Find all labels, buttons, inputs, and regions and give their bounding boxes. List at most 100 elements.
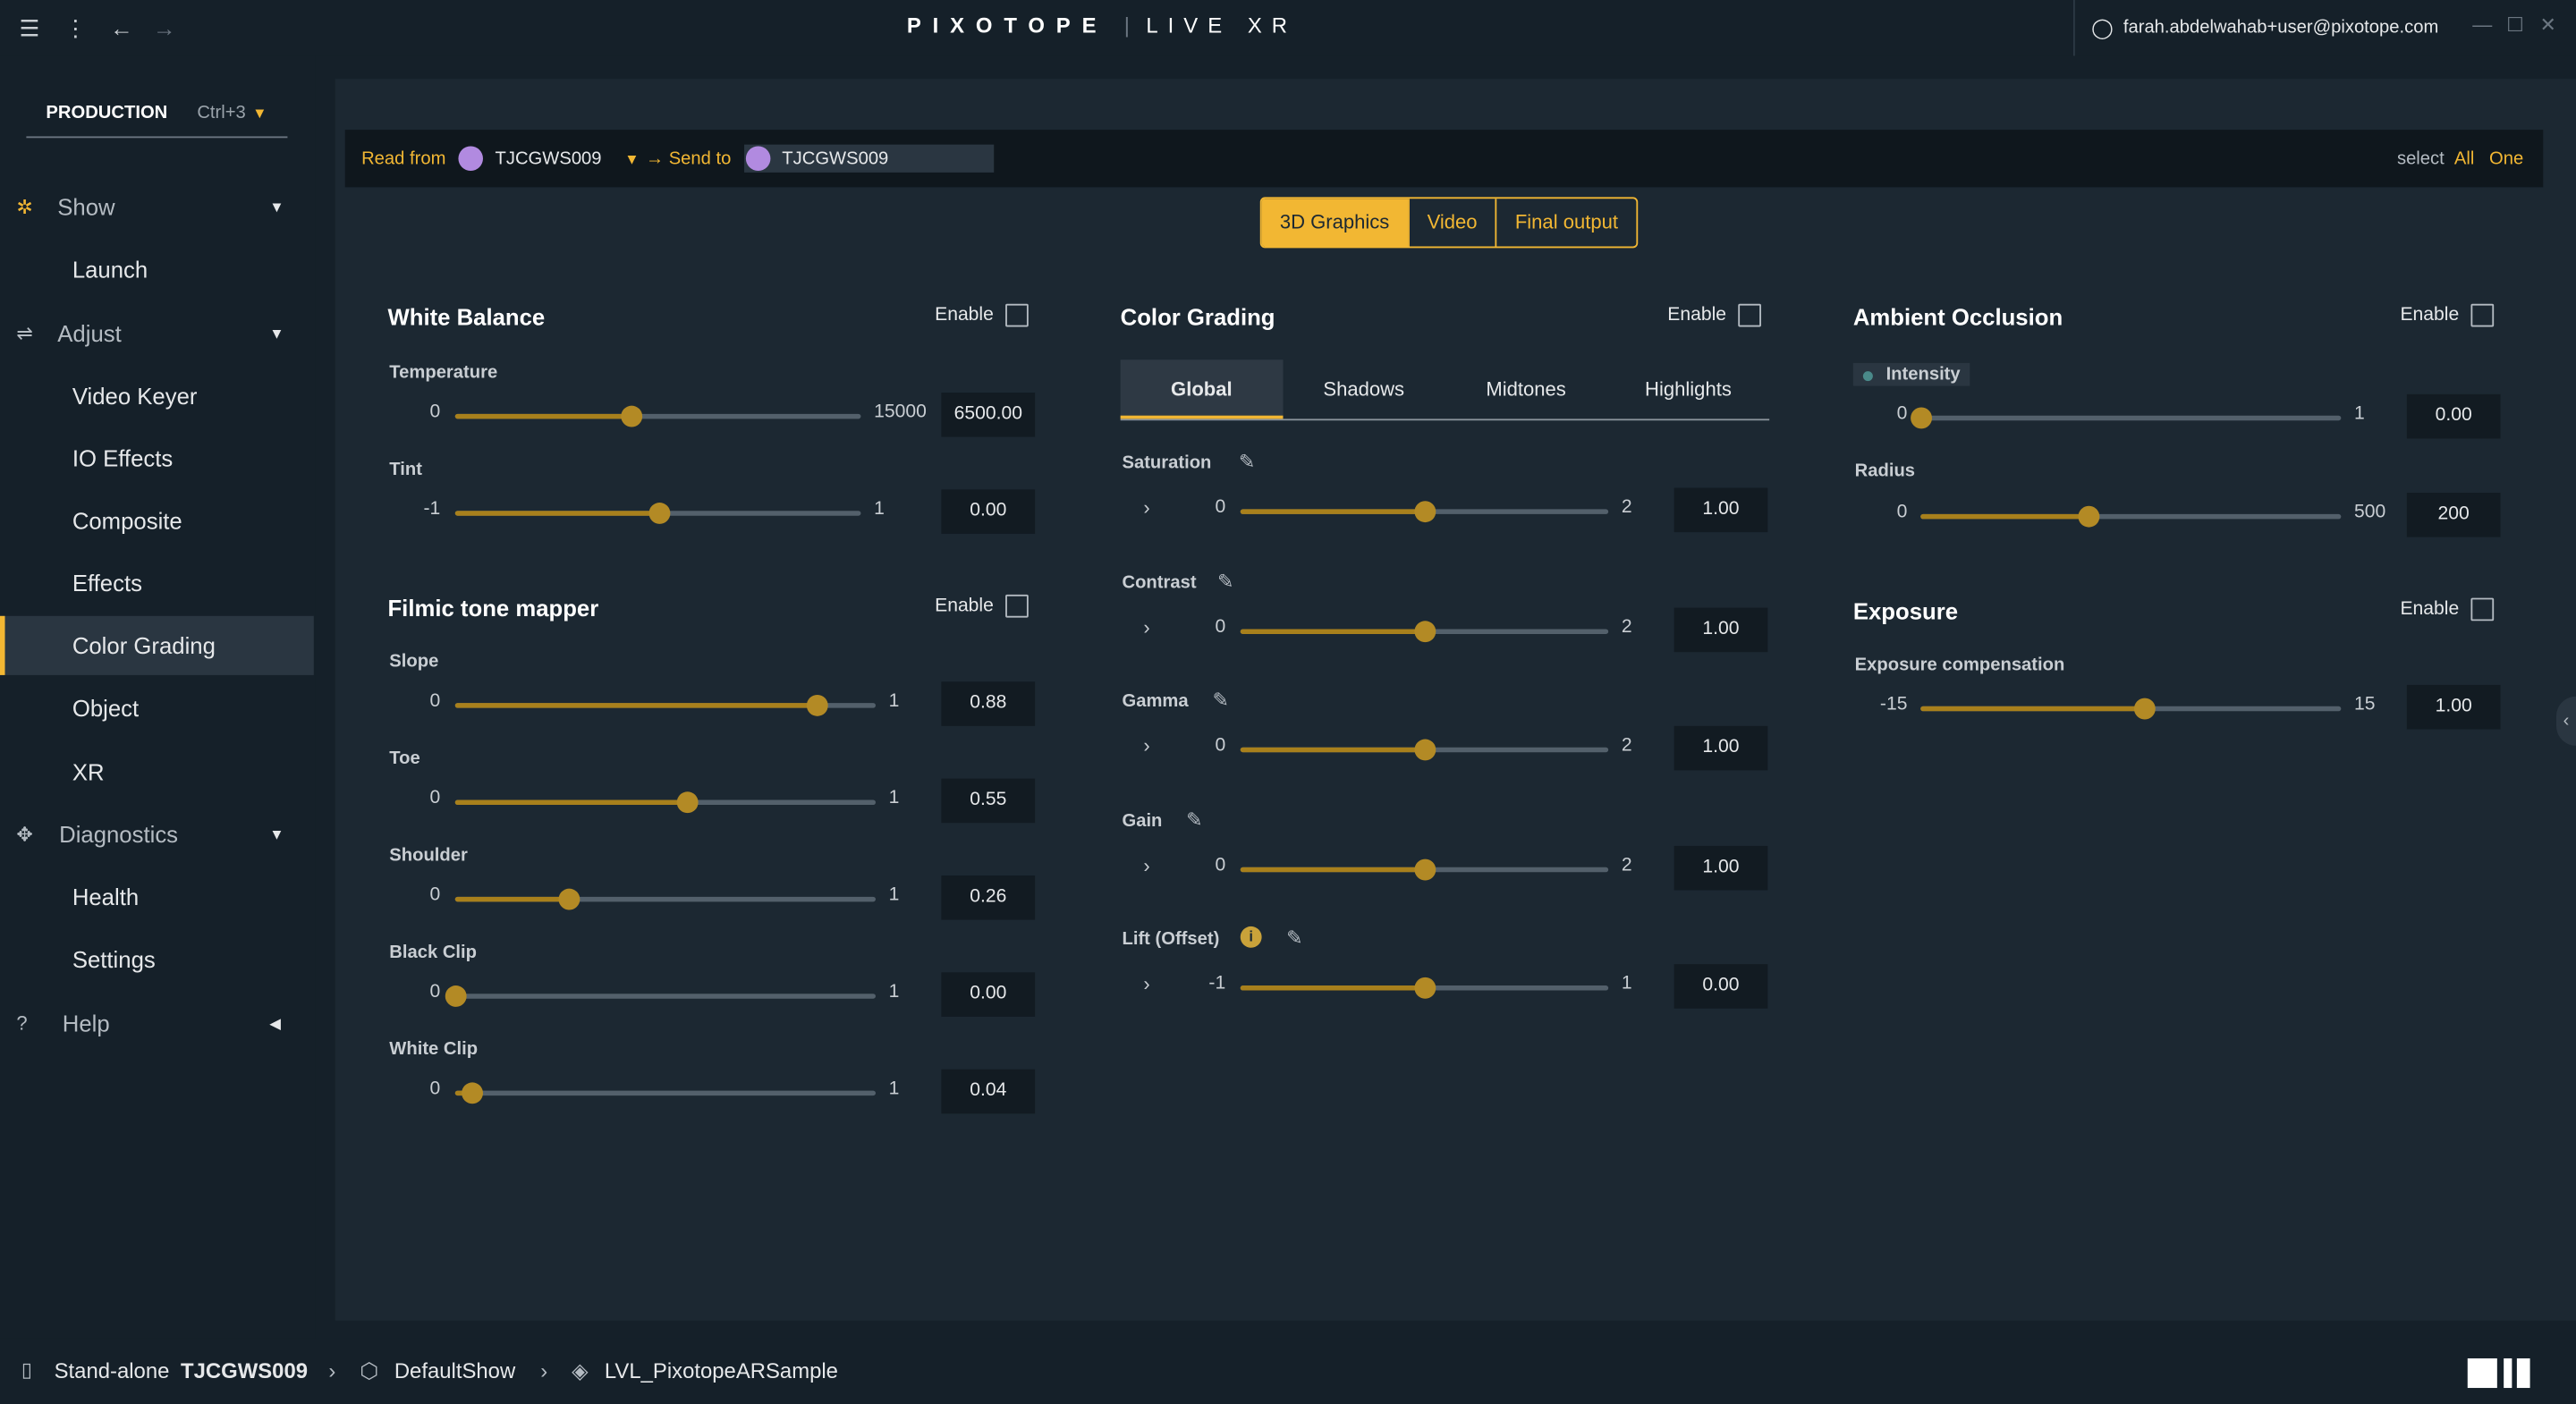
tab-3d-graphics[interactable]: 3D Graphics	[1261, 199, 1408, 247]
sidebar-section-adjust[interactable]: ⇌ Adjust ▼	[0, 304, 314, 363]
eyedropper-icon[interactable]: ✎	[1212, 688, 1229, 712]
sidebar-section-diagnostics[interactable]: ✥ Diagnostics ▼	[0, 805, 314, 864]
sidebar-item-video-keyer[interactable]: Video Keyer	[0, 367, 314, 426]
sidebar-item-launch[interactable]: Launch	[0, 240, 314, 299]
sidebar-item-composite[interactable]: Composite	[0, 491, 314, 550]
select-all-link[interactable]: All	[2453, 148, 2475, 169]
param-value-input-temperature[interactable]: 6500.00	[941, 392, 1036, 437]
enable-white-balance[interactable]: Enable	[935, 303, 1029, 327]
slider-thumb[interactable]	[1414, 977, 1436, 999]
enable-checkbox[interactable]	[1737, 303, 1761, 327]
slider-track-intensity[interactable]	[1911, 407, 2342, 429]
slider-thumb[interactable]	[1414, 858, 1436, 880]
slider-track-temperature[interactable]	[454, 405, 861, 427]
tab-midtones[interactable]: Midtones	[1486, 377, 1566, 402]
back-arrow-icon[interactable]: ←	[110, 14, 133, 41]
chevron-right-icon[interactable]: ›	[1143, 734, 1150, 757]
slider-thumb[interactable]	[807, 694, 829, 716]
sidebar-item-effects[interactable]: Effects	[0, 554, 314, 613]
slider-track-white-clip[interactable]	[454, 1082, 876, 1104]
slider-track-contrast[interactable]	[1240, 620, 1609, 642]
eyedropper-icon[interactable]: ✎	[1186, 807, 1203, 831]
layout-single-icon[interactable]	[2467, 1357, 2497, 1389]
enable-checkbox[interactable]	[1004, 303, 1029, 327]
param-value-input-contrast[interactable]: 1.00	[1674, 606, 1768, 652]
level-name[interactable]: LVL_PixotopeARSample	[604, 1357, 838, 1383]
enable-filmic[interactable]: Enable	[935, 594, 1029, 618]
param-value-input-lift-offset[interactable]: 0.00	[1674, 964, 1768, 1009]
param-value-input-tint[interactable]: 0.00	[941, 489, 1036, 534]
machine-name[interactable]: TJCGWS009	[181, 1357, 309, 1383]
production-selector[interactable]: PRODUCTION Ctrl+3 ▼	[26, 89, 288, 139]
tab-final-output[interactable]: Final output	[1495, 199, 1636, 247]
layout-split-icon-b[interactable]	[2516, 1357, 2530, 1389]
slider-track-toe[interactable]	[454, 791, 876, 814]
slider-thumb[interactable]	[2079, 505, 2101, 528]
chevron-right-icon[interactable]: ›	[1143, 853, 1150, 876]
eyedropper-icon[interactable]: ✎	[1286, 926, 1303, 950]
slider-track-black-clip[interactable]	[445, 985, 876, 1007]
param-value-input-black-clip[interactable]: 0.00	[941, 972, 1036, 1017]
enable-checkbox[interactable]	[2470, 597, 2494, 622]
enable-exposure[interactable]: Enable	[2400, 597, 2494, 622]
slider-thumb[interactable]	[648, 503, 670, 524]
slider-track-lift-offset[interactable]	[1240, 977, 1609, 999]
tab-video[interactable]: Video	[1407, 199, 1496, 247]
slider-thumb[interactable]	[1414, 620, 1436, 642]
sidebar-item-settings[interactable]: Settings	[0, 930, 314, 989]
sidebar-section-show[interactable]: ✲ Show ▼	[0, 177, 314, 236]
slider-track-saturation[interactable]	[1240, 501, 1609, 523]
menu-icon[interactable]: ☰	[19, 14, 40, 41]
slider-thumb[interactable]	[676, 791, 699, 814]
sidebar-section-help[interactable]: ? Help ◀	[0, 994, 314, 1053]
param-value-input-shoulder[interactable]: 0.26	[941, 875, 1036, 920]
slider-track-slope[interactable]	[454, 694, 876, 716]
slider-thumb[interactable]	[1414, 739, 1436, 761]
collapse-panel-handle[interactable]: ‹	[2555, 696, 2576, 746]
tab-global[interactable]: Global	[1120, 359, 1284, 419]
slider-track-gamma[interactable]	[1240, 739, 1609, 761]
eyedropper-icon[interactable]: ✎	[1217, 569, 1234, 593]
slider-track-tint[interactable]	[454, 503, 861, 524]
param-value-input-intensity[interactable]: 0.00	[2406, 393, 2501, 439]
forward-arrow-icon[interactable]: →	[152, 14, 176, 41]
target-select[interactable]: TJCGWS009	[744, 144, 995, 173]
tab-highlights[interactable]: Highlights	[1645, 377, 1732, 402]
source-select[interactable]: TJCGWS009	[495, 148, 602, 169]
sidebar-item-health[interactable]: Health	[0, 867, 314, 926]
chevron-right-icon[interactable]: ›	[1143, 495, 1150, 520]
param-value-input-radius[interactable]: 200	[2406, 493, 2501, 537]
slider-thumb[interactable]	[558, 888, 580, 910]
enable-checkbox[interactable]	[1004, 594, 1029, 618]
user-account[interactable]: ◯ farah.abdelwahab+user@pixotope.com	[2072, 0, 2461, 56]
slider-thumb[interactable]	[462, 1082, 484, 1104]
more-options-icon[interactable]: ⋮	[64, 14, 88, 41]
show-name[interactable]: DefaultShow	[394, 1357, 516, 1383]
param-value-input-white-clip[interactable]: 0.04	[941, 1069, 1036, 1114]
param-value-input-gamma[interactable]: 1.00	[1674, 725, 1768, 771]
enable-color-grading[interactable]: Enable	[1667, 303, 1761, 327]
param-value-input-saturation[interactable]: 1.00	[1674, 487, 1768, 533]
caret-down-icon[interactable]: ▼	[624, 150, 640, 167]
layout-split-icon-a[interactable]	[2504, 1357, 2512, 1389]
slider-thumb[interactable]	[1911, 407, 1933, 429]
slider-thumb[interactable]	[445, 985, 467, 1007]
slider-thumb[interactable]	[2134, 698, 2157, 720]
sidebar-item-object[interactable]: Object	[0, 679, 314, 738]
chevron-right-icon[interactable]: ›	[1143, 614, 1150, 639]
chevron-right-icon[interactable]: ›	[1143, 972, 1150, 996]
slider-track-exposure-compensation[interactable]	[1920, 698, 2342, 720]
sidebar-item-color-grading[interactable]: Color Grading	[0, 615, 314, 675]
tab-shadows[interactable]: Shadows	[1323, 377, 1405, 402]
slider-track-radius[interactable]	[1920, 505, 2342, 528]
param-value-input-slope[interactable]: 0.88	[941, 681, 1036, 726]
sidebar-item-io-effects[interactable]: IO Effects	[0, 428, 314, 487]
eyedropper-icon[interactable]: ✎	[1238, 450, 1256, 473]
slider-track-gain[interactable]	[1240, 858, 1609, 880]
slider-thumb[interactable]	[1414, 501, 1436, 523]
info-icon[interactable]: i	[1240, 926, 1262, 948]
param-value-input-gain[interactable]: 1.00	[1674, 845, 1768, 890]
enable-ambient-occlusion[interactable]: Enable	[2400, 303, 2494, 327]
enable-checkbox[interactable]	[2470, 303, 2494, 327]
minimize-icon[interactable]: —	[2472, 13, 2493, 37]
